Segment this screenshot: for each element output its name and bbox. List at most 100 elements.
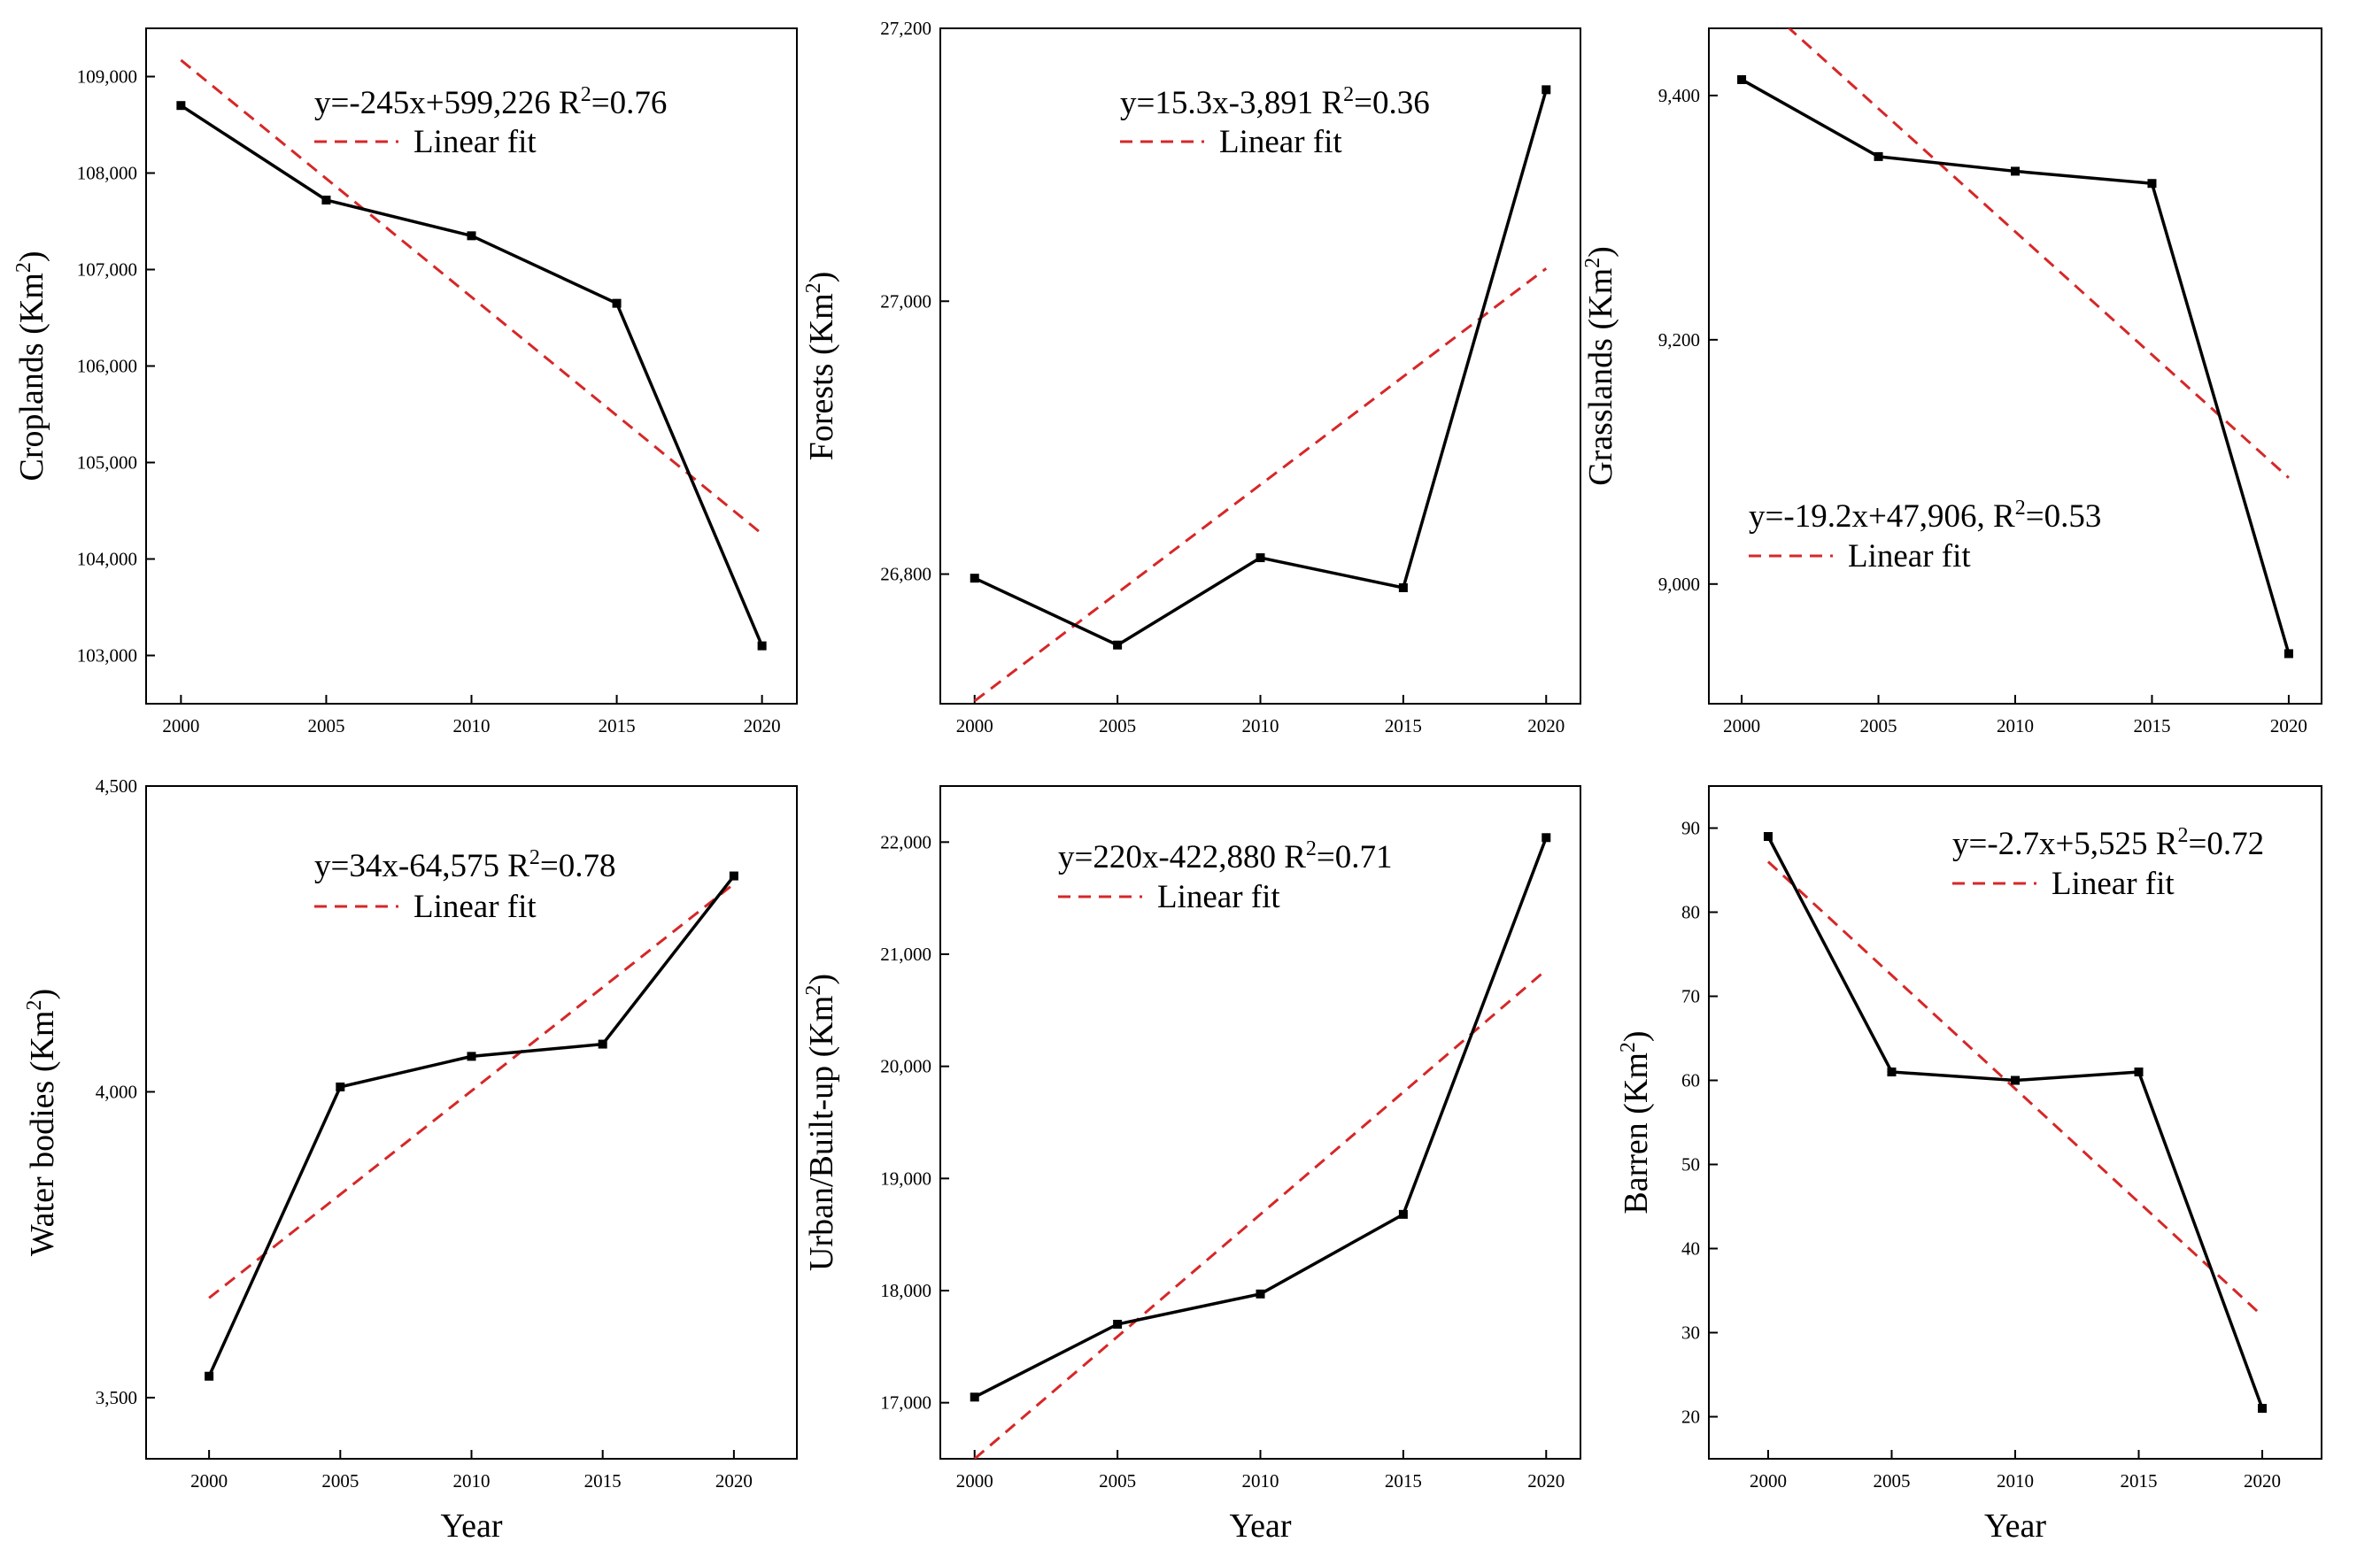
y-tick-label: 107,000 xyxy=(77,259,137,281)
x-tick-label: 2005 xyxy=(321,1470,359,1492)
legend-label: Linear fit xyxy=(1848,538,1971,574)
legend-label: Linear fit xyxy=(1157,879,1280,915)
x-tick-label: 2010 xyxy=(1242,715,1279,736)
x-tick-label: 2000 xyxy=(1723,715,1760,736)
data-point xyxy=(2011,1075,2020,1085)
x-tick-label: 2020 xyxy=(2270,715,2307,736)
y-tick-label: 103,000 xyxy=(77,645,137,667)
chart-panel-2: 2000 2005 2010 2015 2020 26,800 27,000 27,200 Fo… xyxy=(802,18,1581,736)
x-tick-label: 2020 xyxy=(1527,1470,1565,1492)
y-tick-label: 9,000 xyxy=(1658,574,1700,595)
y-tick-label: 20 xyxy=(1681,1407,1700,1428)
x-axis-title: Year xyxy=(1229,1507,1291,1545)
legend-label: Linear fit xyxy=(413,124,537,160)
legend-label: Linear fit xyxy=(1219,124,1342,160)
x-tick-label: 2015 xyxy=(2133,715,2170,736)
x-tick-label: 2010 xyxy=(453,1470,491,1492)
data-point xyxy=(1256,553,1265,563)
y-tick-label: 27,200 xyxy=(880,18,931,39)
x-tick-label: 2010 xyxy=(1242,1470,1279,1492)
y-tick-label: 22,000 xyxy=(880,831,931,852)
x-tick-label: 2015 xyxy=(1385,715,1422,736)
x-tick-label: 2020 xyxy=(1527,715,1565,736)
data-point xyxy=(467,231,476,241)
y-tick-label: 50 xyxy=(1681,1154,1700,1176)
y-tick-label: 106,000 xyxy=(77,356,137,377)
series-line xyxy=(207,875,736,1377)
x-tick-label: 2005 xyxy=(1873,1470,1910,1492)
y-tick-label: 19,000 xyxy=(880,1168,931,1189)
legend-label: Linear fit xyxy=(2052,866,2175,902)
data-point xyxy=(1398,1209,1408,1219)
y-tick-label: 18,000 xyxy=(880,1280,931,1301)
data-point xyxy=(2134,1068,2144,1076)
data-point xyxy=(598,1039,607,1049)
x-tick-label: 2005 xyxy=(1099,1470,1136,1492)
data-point xyxy=(970,574,979,583)
y-tick-label: 109,000 xyxy=(77,66,137,88)
chart-panel-1: 2000 2005 2010 2015 2020 103,000 104,000 105,00… xyxy=(12,27,798,736)
data-point xyxy=(1113,1320,1123,1329)
y-axis-title: Water bodies (Km2) xyxy=(23,989,61,1256)
y-tick-label: 108,000 xyxy=(77,163,137,184)
data-point xyxy=(1398,582,1408,592)
chart-panel-5: 2000 2005 2010 2015 2020 17,000 18,000 19,000 20… xyxy=(802,785,1581,1545)
fit-equation: y=-245x+599,226 R2=0.76 xyxy=(314,83,667,121)
series-line xyxy=(180,104,764,647)
chart-panel-3: 2000 2005 2010 2015 2020 9,000 9,200 9,400 Grass… xyxy=(1581,27,2322,736)
linear-fit-line xyxy=(180,58,763,536)
y-tick-label: 104,000 xyxy=(77,549,137,570)
plot-frame xyxy=(1708,785,2322,1460)
data-point xyxy=(2283,649,2293,659)
x-tick-label: 2015 xyxy=(2121,1470,2158,1492)
data-point xyxy=(1763,832,1773,841)
x-tick-label: 2000 xyxy=(190,1470,228,1492)
data-point xyxy=(336,1082,345,1091)
x-tick-label: 2020 xyxy=(2244,1470,2281,1492)
y-tick-label: 17,000 xyxy=(880,1392,931,1414)
y-tick-label: 70 xyxy=(1681,986,1700,1007)
y-axis-title: Forests (Km2) xyxy=(802,272,840,461)
data-point xyxy=(205,1371,214,1381)
fit-equation: y=-19.2x+47,906, R2=0.53 xyxy=(1749,497,2101,535)
x-tick-label: 2010 xyxy=(453,715,491,736)
x-tick-label: 2015 xyxy=(584,1470,622,1492)
series-line xyxy=(1766,836,2264,1409)
x-tick-label: 2005 xyxy=(1099,715,1136,736)
y-tick-label: 105,000 xyxy=(77,452,137,474)
linear-fit-line xyxy=(208,883,735,1299)
legend-label: Linear fit xyxy=(413,889,537,925)
x-axis-title: Year xyxy=(1984,1507,2046,1545)
y-tick-label: 4,500 xyxy=(96,775,137,797)
x-tick-label: 2020 xyxy=(744,715,781,736)
series-line xyxy=(973,836,1548,1399)
y-tick-label: 3,500 xyxy=(96,1387,137,1408)
y-axis-title: Barren (Km2) xyxy=(1617,1030,1655,1214)
data-point xyxy=(1113,640,1123,650)
x-tick-label: 2000 xyxy=(162,715,199,736)
data-point xyxy=(970,1392,979,1402)
data-point xyxy=(1737,74,1747,84)
fit-equation: y=34x-64,575 R2=0.78 xyxy=(314,846,616,884)
y-tick-label: 20,000 xyxy=(880,1056,931,1077)
data-point xyxy=(757,641,767,651)
chart-panel-6: 2000 2005 2010 2015 20202030405060708090Barr… xyxy=(1617,785,2322,1545)
fit-equation: y=-2.7x+5,525 R2=0.72 xyxy=(1952,824,2264,862)
data-point xyxy=(2011,166,2020,176)
data-point xyxy=(2147,179,2157,189)
x-tick-label: 2015 xyxy=(599,715,636,736)
data-point xyxy=(2258,1404,2268,1413)
linear-fit-line xyxy=(1787,28,2290,479)
y-tick-label: 4,000 xyxy=(96,1081,137,1102)
y-tick-label: 27,000 xyxy=(880,290,931,312)
linear-fit-line xyxy=(1766,860,2264,1317)
x-tick-label: 2005 xyxy=(1860,715,1897,736)
y-tick-label: 21,000 xyxy=(880,944,931,965)
y-tick-label: 30 xyxy=(1681,1322,1700,1344)
data-point xyxy=(467,1052,476,1061)
y-tick-label: 40 xyxy=(1681,1238,1700,1260)
y-tick-label: 9,400 xyxy=(1658,85,1700,106)
x-tick-label: 2005 xyxy=(307,715,344,736)
plot-frame xyxy=(145,785,798,1460)
